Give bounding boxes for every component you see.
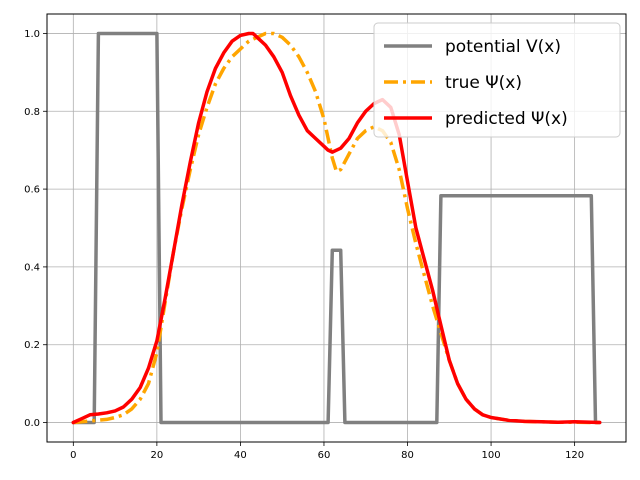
series-line-0 [71,31,602,425]
axis-ticks: 0 20 40 60 80 100 120 0.0 0.2 0.4 0.6 0.8 1.0 [24,29,584,461]
y-tick-label: 0.4 [24,262,40,273]
x-tick-label: 0 [70,450,76,461]
x-tick-label: 20 [151,450,164,461]
y-tick-label: 0.2 [24,340,40,351]
legend: potential V(x) true Ψ(x) predicted Ψ(x) [373,22,621,138]
legend-box [373,22,621,138]
x-tick-label: 80 [401,450,414,461]
y-tick-label: 0.0 [24,418,40,429]
legend-label: predicted Ψ(x) [445,109,568,129]
legend-label: potential V(x) [445,37,561,57]
y-tick-label: 0.6 [24,185,40,196]
y-tick-label: 0.8 [24,107,40,118]
plot-area-frame [46,13,627,443]
y-tick-label: 1.0 [24,29,40,40]
x-tick-label: 40 [234,450,247,461]
series-layer [71,31,602,425]
series-line-2 [71,31,602,425]
x-tick-label: 100 [482,450,501,461]
x-tick-label: 60 [318,450,331,461]
legend-label: true Ψ(x) [445,73,522,93]
x-tick-label: 120 [565,450,584,461]
